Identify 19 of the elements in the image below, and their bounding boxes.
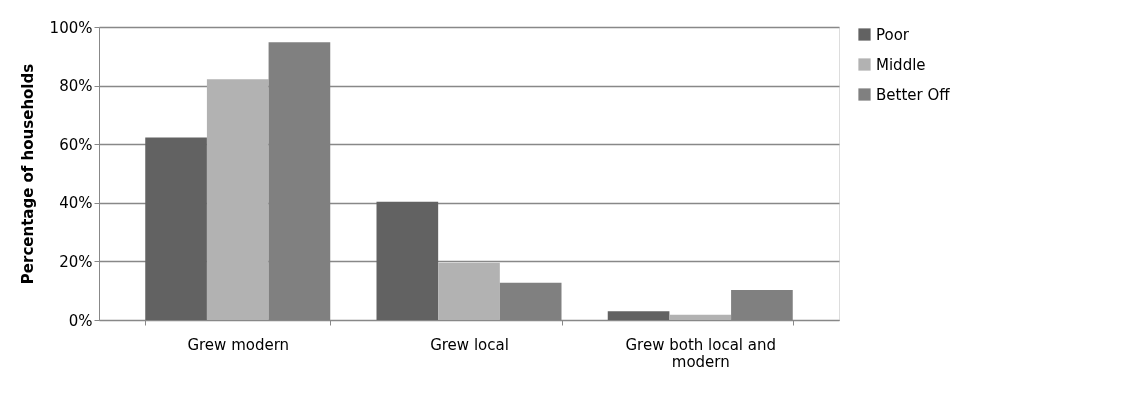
bar xyxy=(206,79,269,320)
bar xyxy=(669,314,732,320)
bar xyxy=(145,137,207,320)
y-tick-label: 20% xyxy=(59,252,93,271)
bar xyxy=(607,311,670,320)
y-tick-label: 100% xyxy=(49,18,93,37)
legend-label: Middle xyxy=(876,55,926,74)
legend-label: Poor xyxy=(876,25,910,44)
y-tick-label: 60% xyxy=(59,135,93,154)
bar xyxy=(438,262,500,320)
y-axis-title: Percentage of households xyxy=(18,63,37,285)
y-tick-label: 40% xyxy=(59,194,93,213)
bar xyxy=(376,201,439,320)
x-tick-label: Grew local xyxy=(430,335,509,354)
y-tick-label: 80% xyxy=(59,77,93,96)
y-tick-label: 0% xyxy=(68,311,93,330)
x-tick-label: Grew modern xyxy=(187,335,290,354)
legend-label: Better Off xyxy=(876,85,951,104)
x-tick-label: Grew both local and modern xyxy=(625,335,777,371)
